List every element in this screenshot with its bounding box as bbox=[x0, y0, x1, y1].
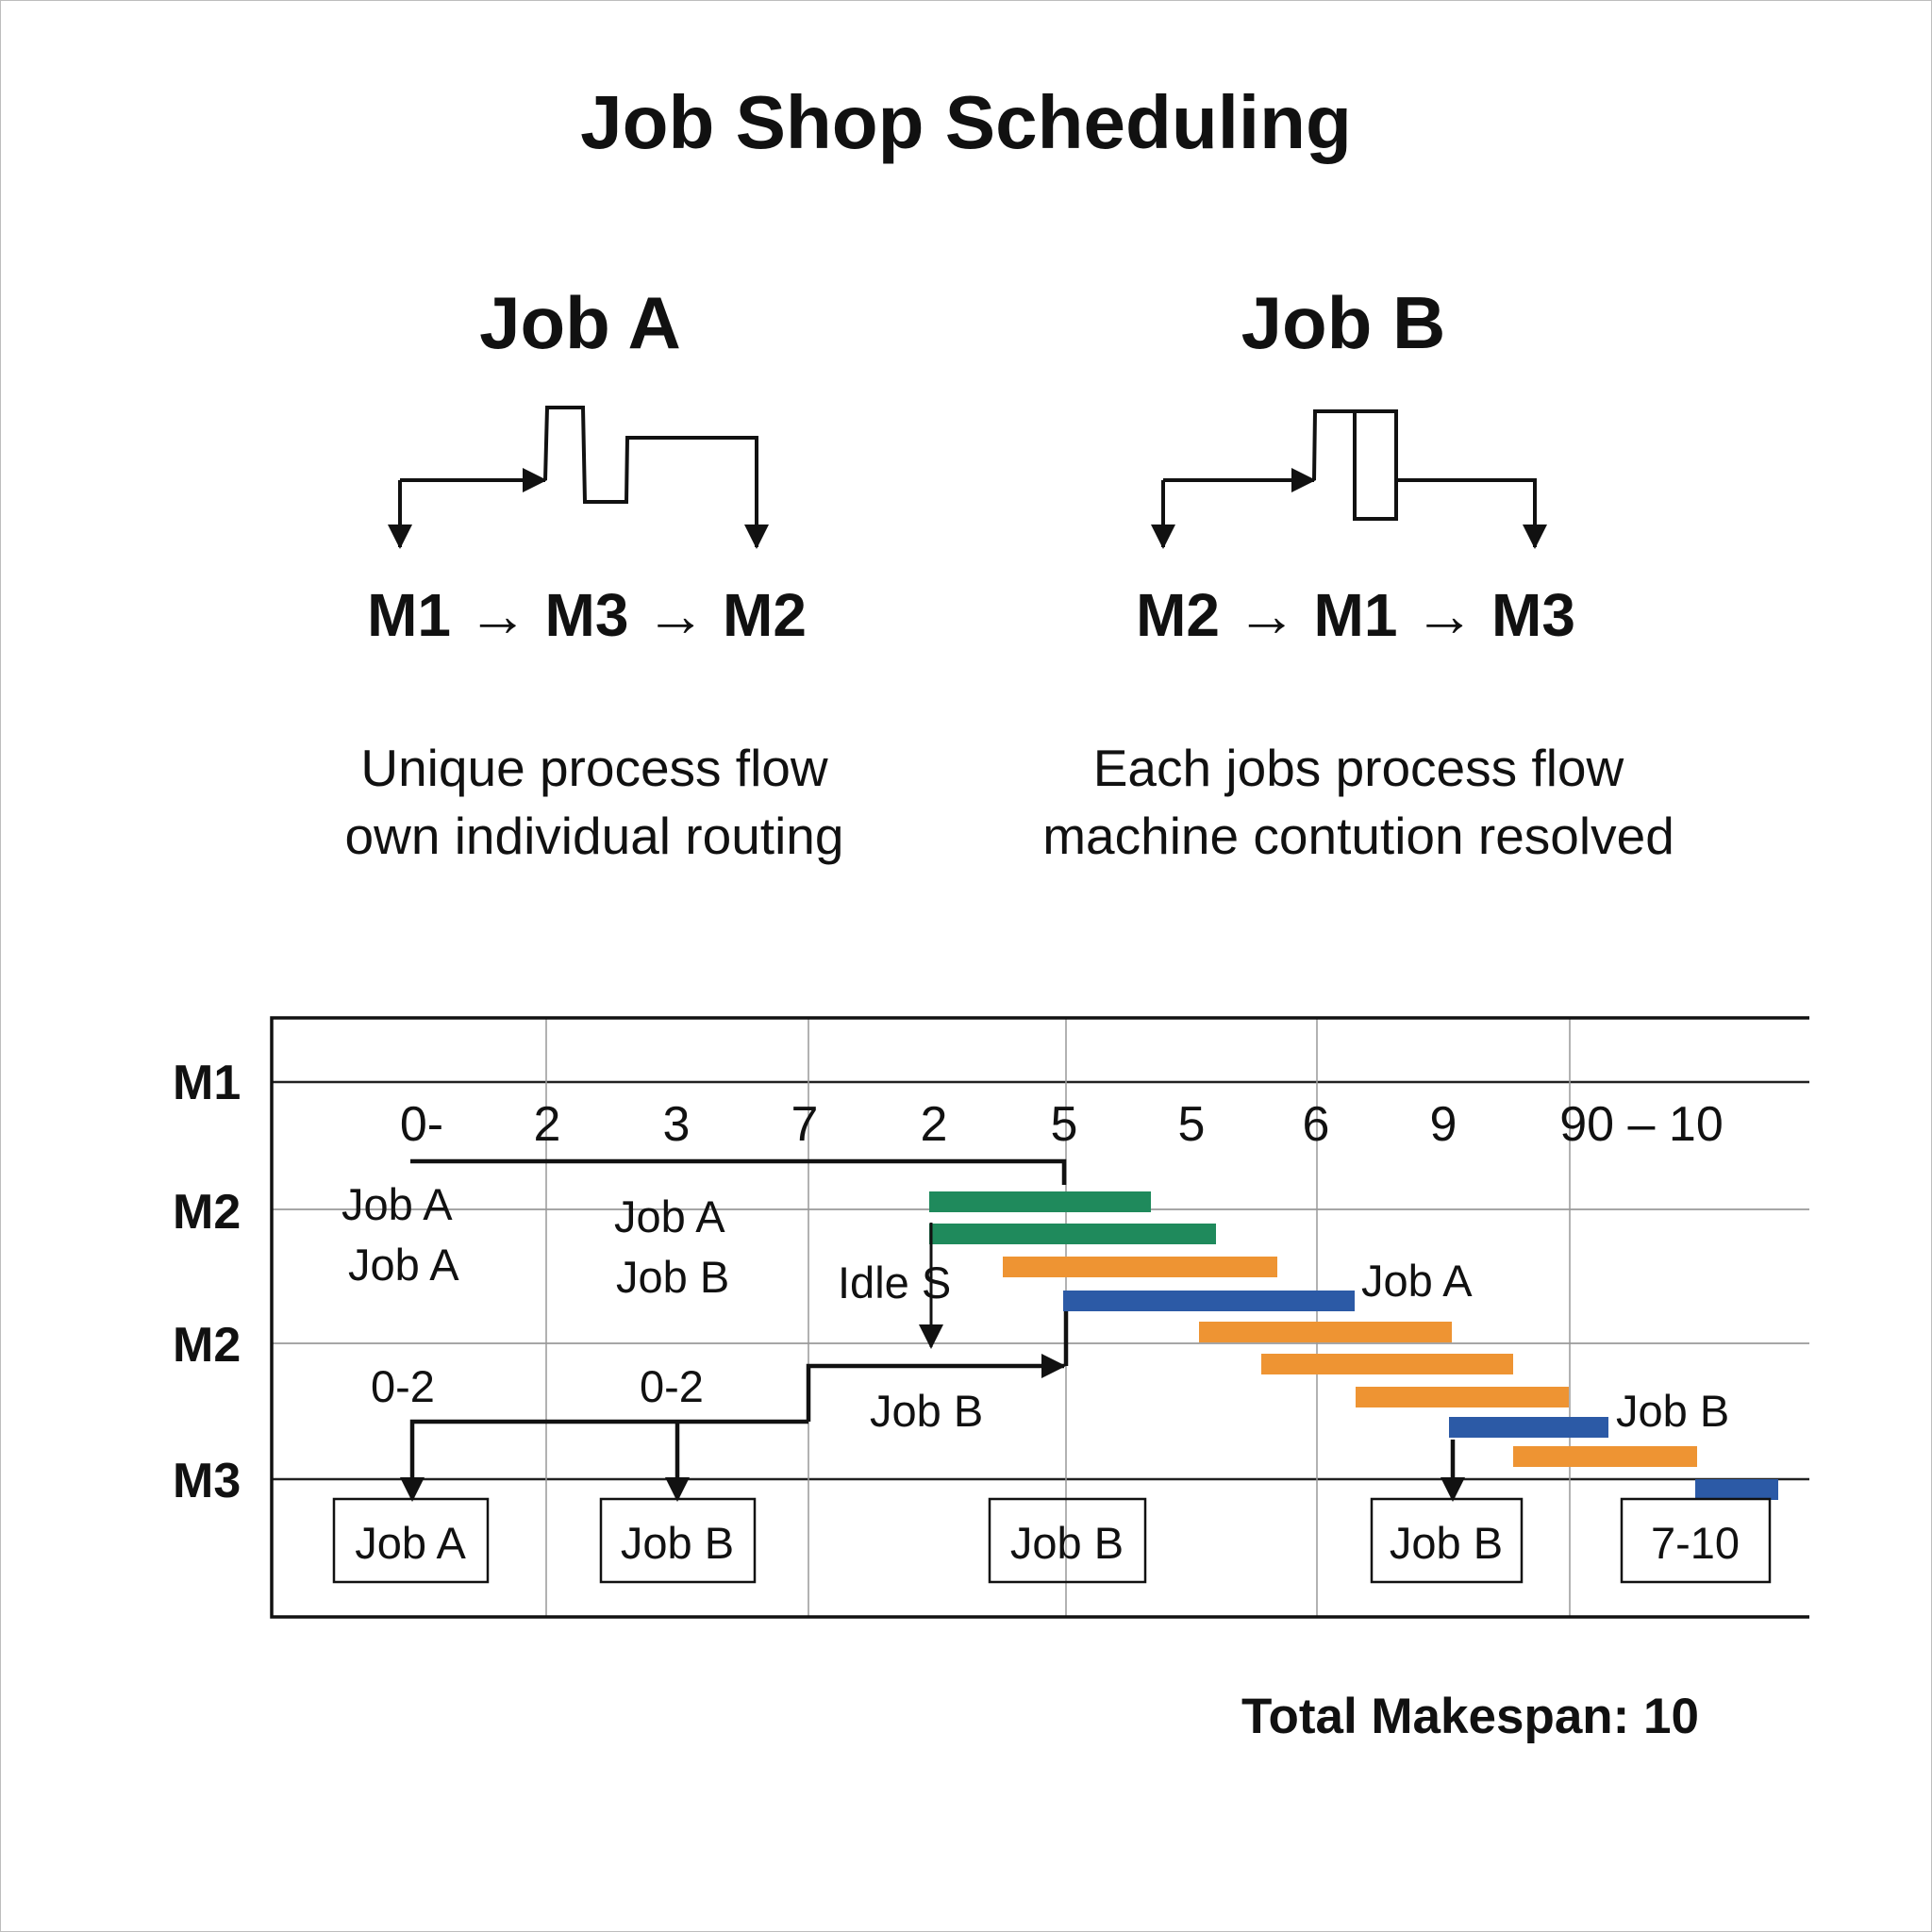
gantt-bar-orange-2 bbox=[1199, 1322, 1452, 1342]
job-a-description: Unique process flow own individual routi… bbox=[217, 734, 972, 870]
gantt-bar-orange-1 bbox=[1003, 1257, 1277, 1277]
cell-label: Job A bbox=[614, 1191, 725, 1241]
time-tick: 2 bbox=[920, 1097, 948, 1152]
job-b-desc-line-2: machine contution resolved bbox=[1042, 807, 1674, 865]
box-frame-4 bbox=[1370, 1497, 1524, 1584]
cell-label: Job A bbox=[1361, 1256, 1473, 1306]
cell-label: Job A bbox=[341, 1179, 453, 1229]
gantt-bar-orange-3 bbox=[1261, 1354, 1513, 1374]
job-box-label: Job B bbox=[1009, 1518, 1124, 1568]
machine-label-m3: M3 bbox=[173, 1454, 242, 1508]
gantt-bar-orange-5 bbox=[1513, 1446, 1697, 1467]
total-makespan: Total Makespan: 10 bbox=[1241, 1689, 1699, 1744]
job-box-label: Job B bbox=[1389, 1518, 1504, 1568]
gantt-bar-blue-3 bbox=[1695, 1479, 1778, 1500]
job-a-flow-diagram bbox=[388, 406, 769, 549]
gantt-bar-green-1 bbox=[929, 1191, 1151, 1212]
time-tick: 7 bbox=[791, 1097, 819, 1152]
time-tick: 5 bbox=[1177, 1097, 1206, 1152]
machine-label-m2: M2 bbox=[173, 1185, 242, 1240]
job-b-flow-diagram bbox=[1151, 409, 1547, 549]
job-b-title: Job B bbox=[1241, 281, 1446, 364]
box-frame-1 bbox=[332, 1497, 490, 1584]
gantt-bar-blue-2 bbox=[1449, 1417, 1608, 1438]
box-frame-3 bbox=[988, 1497, 1147, 1584]
job-b-description: Each jobs process flow machine contution… bbox=[981, 734, 1736, 870]
box-frame-2 bbox=[599, 1497, 757, 1584]
job-a-desc-line-1: Unique process flow bbox=[360, 739, 828, 797]
job-boxes bbox=[332, 1497, 1772, 1584]
job-a-route: M1 → M3 → M2 bbox=[367, 581, 807, 649]
job-box-label: Job B bbox=[620, 1518, 735, 1568]
range-label: 0-2 bbox=[640, 1361, 704, 1411]
job-a-desc-line-2: own individual routing bbox=[344, 807, 844, 865]
time-tick: 6 bbox=[1302, 1097, 1330, 1152]
time-tick: 5 bbox=[1050, 1097, 1078, 1152]
cell-label: Job B bbox=[1616, 1386, 1730, 1436]
gantt-bars bbox=[929, 1191, 1778, 1500]
time-tick: 9 bbox=[1429, 1097, 1457, 1152]
job-b-route: M2 → M1 → M3 bbox=[1136, 581, 1575, 649]
machine-label-m1: M1 bbox=[173, 1056, 242, 1110]
job-box-label: 7-10 bbox=[1650, 1518, 1740, 1568]
gantt-grid bbox=[270, 1016, 1809, 1619]
range-label: 0-2 bbox=[371, 1361, 435, 1411]
job-box-label: Job A bbox=[355, 1518, 466, 1568]
idle-label: Idle S bbox=[838, 1257, 952, 1307]
job-b-desc-line-1: Each jobs process flow bbox=[1092, 739, 1624, 797]
gantt-bar-green-2 bbox=[929, 1224, 1216, 1244]
gantt-bar-orange-4 bbox=[1356, 1387, 1569, 1407]
time-tick: 2 bbox=[533, 1097, 561, 1152]
machine-label-m2-second: M2 bbox=[173, 1318, 242, 1373]
cell-label: Job B bbox=[616, 1252, 730, 1302]
time-tick: 90 – 10 bbox=[1559, 1097, 1724, 1152]
cell-label: Job B bbox=[870, 1386, 984, 1436]
cell-label: Job A bbox=[348, 1240, 459, 1290]
gantt-bar-blue-1 bbox=[1063, 1291, 1355, 1311]
page-title: Job Shop Scheduling bbox=[580, 80, 1352, 164]
gantt-connectors bbox=[400, 1158, 1465, 1502]
time-tick: 3 bbox=[662, 1097, 691, 1152]
time-tick: 0- bbox=[399, 1097, 444, 1152]
box-frame-5 bbox=[1620, 1497, 1772, 1584]
job-a-title: Job A bbox=[479, 281, 681, 364]
